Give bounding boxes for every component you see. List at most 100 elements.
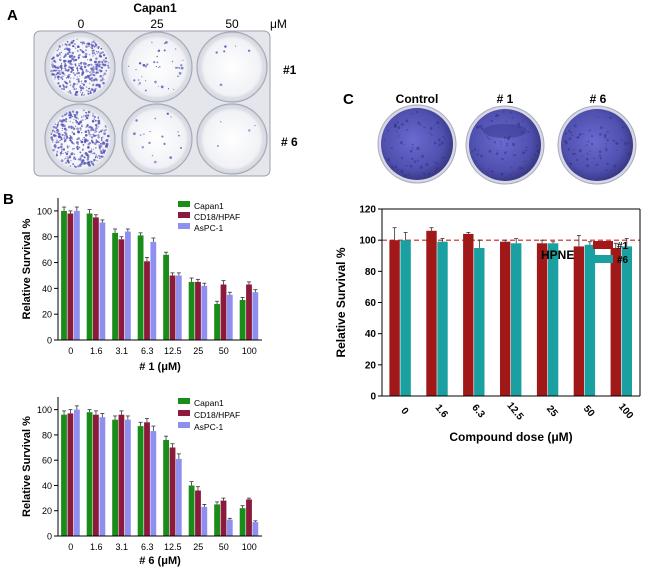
dish-colony [605, 169, 608, 171]
colony [68, 111, 72, 114]
colony [70, 136, 73, 139]
dish-colony [604, 136, 607, 139]
colony [73, 77, 75, 79]
colony [51, 61, 53, 63]
colony [102, 60, 105, 62]
colony [65, 152, 69, 156]
colony [81, 86, 84, 89]
colony [92, 163, 95, 166]
x-tick-label: 100 [242, 346, 257, 356]
colony [94, 131, 96, 134]
colony [54, 76, 57, 78]
colony [66, 146, 69, 149]
colony [86, 162, 89, 165]
dish-label-1: # 1 [497, 92, 514, 106]
well-rim [125, 35, 189, 99]
dish-colony [423, 126, 426, 129]
colony [61, 78, 64, 80]
dish-colony [440, 141, 444, 145]
colony [60, 150, 63, 152]
dish-colony [514, 154, 517, 157]
colony [89, 58, 93, 62]
colony [77, 94, 79, 96]
colony [166, 112, 169, 115]
colony [84, 114, 87, 118]
dish-colony [435, 166, 439, 170]
colony [101, 79, 104, 81]
colony [63, 67, 65, 69]
colony [87, 110, 91, 114]
colony [101, 61, 104, 64]
colony [67, 125, 71, 129]
dish-colony [436, 121, 440, 125]
colony [55, 154, 58, 157]
y-tick-label: 0 [47, 532, 52, 542]
dish-colony [419, 165, 423, 169]
colony [90, 162, 93, 165]
colony [100, 66, 104, 69]
colony [247, 49, 251, 52]
colony [78, 53, 81, 57]
culture-well [44, 103, 116, 175]
dish-colony [595, 163, 598, 166]
dish-colony [627, 142, 630, 145]
colony [63, 64, 67, 68]
dish-colony [401, 156, 404, 160]
bar [220, 500, 227, 536]
panel-a-dose-25: 25 [150, 17, 164, 31]
dish-colony [534, 153, 536, 156]
colony [103, 151, 105, 153]
colony [101, 129, 103, 131]
dish-dense-band [483, 124, 527, 138]
colony [73, 73, 77, 77]
colony [56, 140, 58, 142]
colony [71, 58, 73, 61]
dish-colony [471, 150, 474, 153]
panel-a: A Capan1 0 25 50 μM #1 # 6 [7, 1, 298, 177]
colony [84, 130, 88, 134]
colony [61, 115, 63, 117]
colony [84, 156, 86, 159]
colony [81, 82, 83, 84]
colony [65, 120, 68, 123]
dish-colony [605, 149, 608, 152]
dish-colony [525, 146, 528, 149]
colony [63, 140, 66, 143]
dish-colony [402, 143, 404, 146]
colony [173, 88, 175, 90]
x-tick-label: 50 [581, 404, 597, 420]
colony [57, 78, 60, 81]
colony [57, 48, 60, 50]
dish-colony [475, 160, 478, 162]
colony [73, 43, 75, 45]
dish-colony [599, 157, 602, 160]
colony [105, 126, 107, 128]
bar [547, 243, 559, 396]
dish-colony [573, 148, 575, 151]
colony [167, 88, 170, 90]
colony [89, 91, 92, 95]
x-tick-label: 6.3 [469, 403, 487, 421]
x-tick-label: 100 [242, 542, 257, 552]
y-axis-label: Relative Survival % [334, 247, 348, 357]
colony [52, 56, 55, 59]
colony [248, 129, 251, 132]
colony [94, 119, 97, 122]
bar [86, 412, 93, 536]
dish-colony [506, 144, 508, 147]
panel-a-unit: μM [270, 17, 287, 31]
colony [89, 73, 93, 76]
dish-colony [442, 135, 444, 138]
colony [91, 41, 93, 43]
colony [69, 90, 71, 93]
dish-colony [564, 132, 567, 135]
colony [51, 63, 54, 67]
bar [584, 244, 596, 396]
bar [112, 419, 118, 536]
dish-colony [503, 151, 507, 155]
dish-colony [606, 162, 609, 165]
colony [93, 148, 95, 150]
dish-colony [396, 121, 399, 124]
colony [52, 129, 54, 132]
bar [201, 285, 208, 340]
